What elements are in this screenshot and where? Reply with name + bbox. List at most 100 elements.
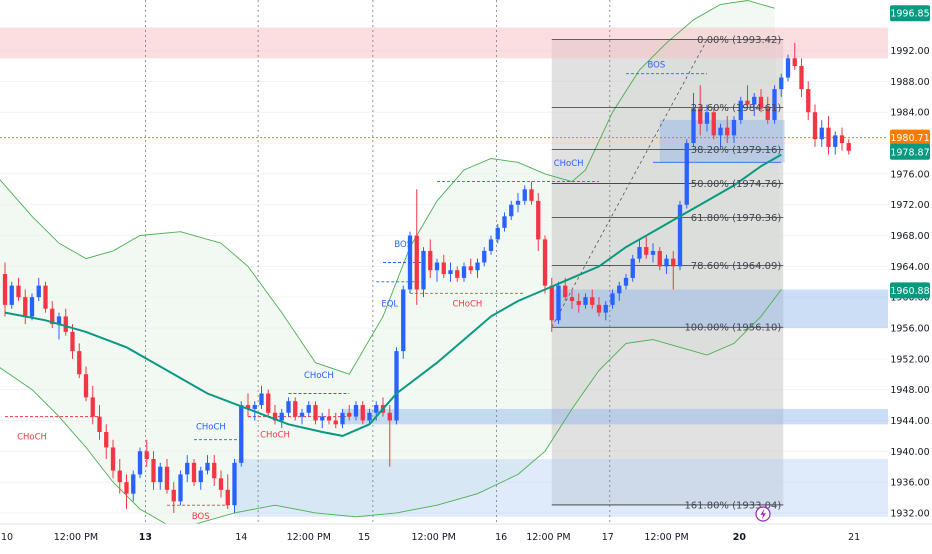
candle-body (178, 474, 183, 502)
candle-body (839, 135, 845, 144)
band-fill (0, 0, 782, 524)
candle (205, 455, 210, 475)
candle-body (259, 393, 264, 406)
candle-body (738, 100, 743, 120)
candle-body (684, 143, 689, 205)
candle-body (434, 262, 440, 271)
candle-body (819, 127, 824, 140)
candle-body (812, 112, 818, 140)
candle (70, 324, 75, 359)
candle-body (117, 470, 122, 483)
price-tick-label: 1968.00 (890, 231, 929, 242)
candle (353, 401, 359, 421)
fib-trend-line (551, 39, 708, 328)
candle-body (644, 247, 649, 255)
candle-body (664, 258, 669, 267)
candle-body (576, 301, 581, 305)
candle (488, 235, 494, 255)
candle-body (590, 297, 595, 305)
candle (542, 235, 548, 294)
candle-body (502, 216, 507, 228)
candle (610, 289, 615, 309)
candle (448, 262, 453, 282)
zone (234, 459, 888, 517)
candle-body (650, 250, 656, 255)
candle (482, 247, 487, 267)
price-tick-label: 1948.00 (890, 385, 929, 396)
candle-body (36, 285, 41, 298)
candle (630, 254, 635, 282)
fib-level-label: 61.80% (1970.36) (691, 213, 782, 224)
candle (434, 258, 440, 282)
candle (367, 408, 372, 425)
price-tick-label: 1944.00 (890, 416, 929, 427)
candle (657, 247, 662, 271)
structure-label: BOS (394, 240, 412, 250)
candle (36, 277, 41, 302)
candle-body (218, 478, 224, 490)
candle-body (70, 331, 75, 352)
candle-body (185, 462, 190, 475)
candle-body (617, 285, 622, 294)
candle-body (2, 274, 8, 305)
price-tick-label: 1972.00 (890, 200, 929, 211)
candle-body (16, 285, 21, 298)
time-tick-label: 17 (602, 532, 614, 543)
candle-body (475, 262, 480, 271)
candle (671, 250, 676, 290)
candle (684, 139, 689, 209)
candle-body (407, 235, 413, 290)
candle (441, 254, 446, 278)
time-tick-label: 16 (495, 532, 507, 543)
candle-body (677, 204, 683, 267)
candle-body (158, 466, 163, 483)
lightning-icon-bolt (760, 508, 766, 520)
candle (711, 108, 716, 140)
price-badge-label: 1960.88 (890, 286, 929, 297)
candle (117, 459, 122, 494)
zone (0, 27, 888, 59)
candle-body (509, 204, 514, 217)
time-tick-label: 12:00 PM (287, 532, 331, 543)
candle (529, 181, 534, 205)
candle-body (806, 89, 811, 113)
candle-body (698, 108, 703, 124)
candle (758, 89, 764, 113)
candle (846, 139, 851, 155)
candle (313, 401, 318, 425)
time-tick-label: 20 (733, 532, 747, 543)
candle (164, 459, 170, 494)
candle (806, 81, 811, 120)
price-badge-label: 1978.87 (890, 147, 929, 158)
candle-body (63, 316, 68, 332)
candle-body (313, 405, 318, 421)
candle (131, 470, 136, 502)
candle-body (326, 416, 332, 421)
candle-body (752, 96, 757, 105)
candle (455, 266, 460, 282)
candle-body (536, 200, 541, 240)
candle (725, 116, 730, 144)
candle-body (482, 250, 487, 263)
candle-body (441, 262, 446, 275)
price-badge-bg (890, 129, 930, 146)
time-tick-label: 15 (358, 532, 370, 543)
candle (191, 459, 197, 486)
candle (826, 116, 831, 155)
candle (212, 455, 217, 486)
candle-body (515, 200, 521, 205)
candle (97, 405, 102, 440)
candle (738, 96, 743, 124)
candle (266, 389, 271, 417)
candle (124, 474, 129, 510)
candle-body (353, 405, 359, 417)
candle-body (758, 96, 764, 109)
time-axis-bg (0, 524, 932, 550)
candle-body (779, 77, 784, 90)
candle (2, 262, 8, 317)
candle-body (50, 308, 55, 325)
candle (833, 131, 838, 155)
candle (259, 385, 264, 409)
